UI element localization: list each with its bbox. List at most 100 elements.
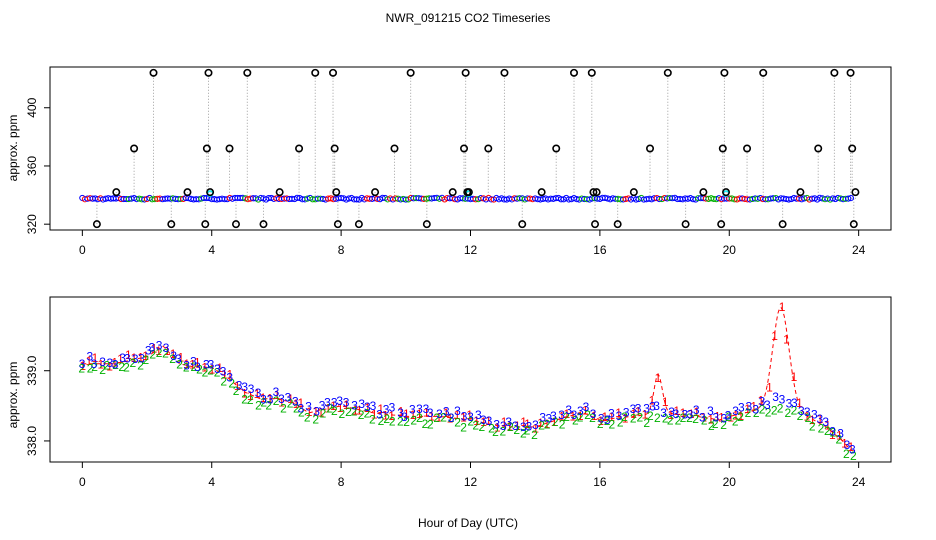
series-1-point: 1 — [591, 409, 598, 423]
series-2-point: 2 — [765, 406, 772, 420]
series-3-point: 3 — [79, 357, 86, 371]
series-1-point: 1 — [189, 357, 196, 371]
series-1-point: 1 — [744, 402, 751, 416]
spike-point — [371, 188, 380, 197]
spike-point — [592, 188, 601, 197]
x-tick-label: 4 — [208, 243, 215, 257]
x-tick-label: 24 — [852, 243, 866, 257]
series-3-point: 3 — [236, 379, 243, 393]
series-3-point: 3 — [699, 411, 706, 425]
series-3-point: 3 — [267, 392, 274, 406]
series-2-point: 2 — [492, 425, 499, 439]
series-3-point: 3 — [539, 411, 546, 425]
spike-point — [130, 144, 139, 153]
series-1-point: 1 — [254, 387, 261, 401]
series-1-point: 1 — [267, 391, 274, 405]
series-3-point: 3 — [416, 402, 423, 416]
series-1-point: 1 — [274, 388, 281, 402]
spike-point — [201, 220, 210, 229]
series-2-point: 2 — [176, 357, 183, 371]
series-3-point: 3 — [791, 396, 798, 410]
series-1-point: 1 — [537, 416, 544, 430]
bottom-x-axis: 0 4 8 12 16 20 24 — [79, 462, 866, 489]
series-2-point: 2 — [524, 424, 531, 438]
spike-point — [231, 220, 240, 229]
series-1-point: 1 — [750, 400, 757, 414]
series-1-point: 1 — [216, 361, 223, 375]
series-1-point: 1 — [352, 404, 359, 418]
series-1-point: 1 — [551, 415, 558, 429]
series-2-point: 2 — [725, 410, 732, 424]
series-1-point: 1 — [635, 405, 642, 419]
spike-point — [849, 220, 858, 229]
series-1-point: 1 — [700, 410, 707, 424]
series-2-point: 2 — [472, 419, 479, 433]
series-2-point: 2 — [809, 420, 816, 434]
series-1-point: 1 — [98, 357, 105, 371]
spike-point — [552, 144, 561, 153]
series-2-point: 2 — [293, 402, 300, 416]
series-3-point: 3 — [324, 395, 331, 409]
series-2-point: 2 — [427, 417, 434, 431]
series-1-point: 1 — [564, 407, 571, 421]
spike-point — [243, 68, 252, 77]
spike-point — [225, 144, 234, 153]
series-3-point: 3 — [565, 403, 572, 417]
series-1-point: 1 — [809, 413, 816, 427]
series-1-point: 1 — [642, 407, 649, 421]
series-2-point: 2 — [737, 410, 744, 424]
series-3-point: 3 — [649, 400, 656, 414]
series-2-point: 2 — [228, 376, 235, 390]
series-3-point: 3 — [292, 394, 299, 408]
series-3-point: 3 — [829, 425, 836, 439]
spike-point — [851, 188, 860, 197]
series-2-point: 2 — [137, 358, 144, 372]
series-1-point: 1 — [227, 367, 234, 381]
series-1-point: 1 — [766, 380, 773, 394]
series-3-point: 3 — [112, 357, 119, 371]
series-3-point: 3 — [313, 404, 320, 418]
series-3-point: 3 — [764, 398, 771, 412]
series-1-point: 1 — [194, 355, 201, 369]
series-1-point: 1 — [824, 418, 831, 432]
series-1-point: 1 — [106, 359, 113, 373]
series-2-point: 2 — [680, 411, 687, 425]
series-2-point: 2 — [183, 360, 190, 374]
series-2-point: 2 — [196, 362, 203, 376]
series-2-point: 2 — [850, 449, 857, 463]
spike-point — [846, 68, 855, 77]
series-3-point: 3 — [590, 407, 597, 421]
series-3-point: 3 — [156, 339, 163, 353]
series-1-point: 1 — [297, 396, 304, 410]
spike-point — [591, 220, 600, 229]
series-2-point: 2 — [621, 410, 628, 424]
series-1-point: 1 — [779, 300, 786, 314]
series-2-point: 2 — [824, 424, 831, 438]
series-1-point: 1 — [164, 344, 171, 358]
series-3-point: 3 — [721, 411, 728, 425]
series-1-point: 1 — [92, 351, 99, 365]
series-1-point: 1 — [680, 406, 687, 420]
series-3-point: 3 — [849, 442, 856, 456]
spike-point — [333, 220, 342, 229]
series-2-point: 2 — [389, 414, 396, 428]
series-1-point: 1 — [183, 357, 190, 371]
series-3-point: 3 — [653, 399, 660, 413]
series-3-point: 3 — [214, 362, 221, 376]
series-2-point: 2 — [403, 415, 410, 429]
series-2-point: 2 — [304, 411, 311, 425]
series-2-point: 2 — [142, 353, 149, 367]
series-2-point: 2 — [589, 411, 596, 425]
series-3-point: 3 — [87, 349, 94, 363]
series-3-point: 3 — [512, 419, 519, 433]
series-1-point: 1 — [848, 440, 855, 454]
series-1-point: 1 — [221, 367, 228, 381]
series-2-point: 2 — [531, 428, 538, 442]
spike-point — [204, 68, 213, 77]
series-2-point: 2 — [422, 417, 429, 431]
series-1-point: 1 — [209, 363, 216, 377]
series-2-point: 2 — [460, 420, 467, 434]
series-1-point: 1 — [447, 412, 454, 426]
series-1-point: 1 — [622, 412, 629, 426]
